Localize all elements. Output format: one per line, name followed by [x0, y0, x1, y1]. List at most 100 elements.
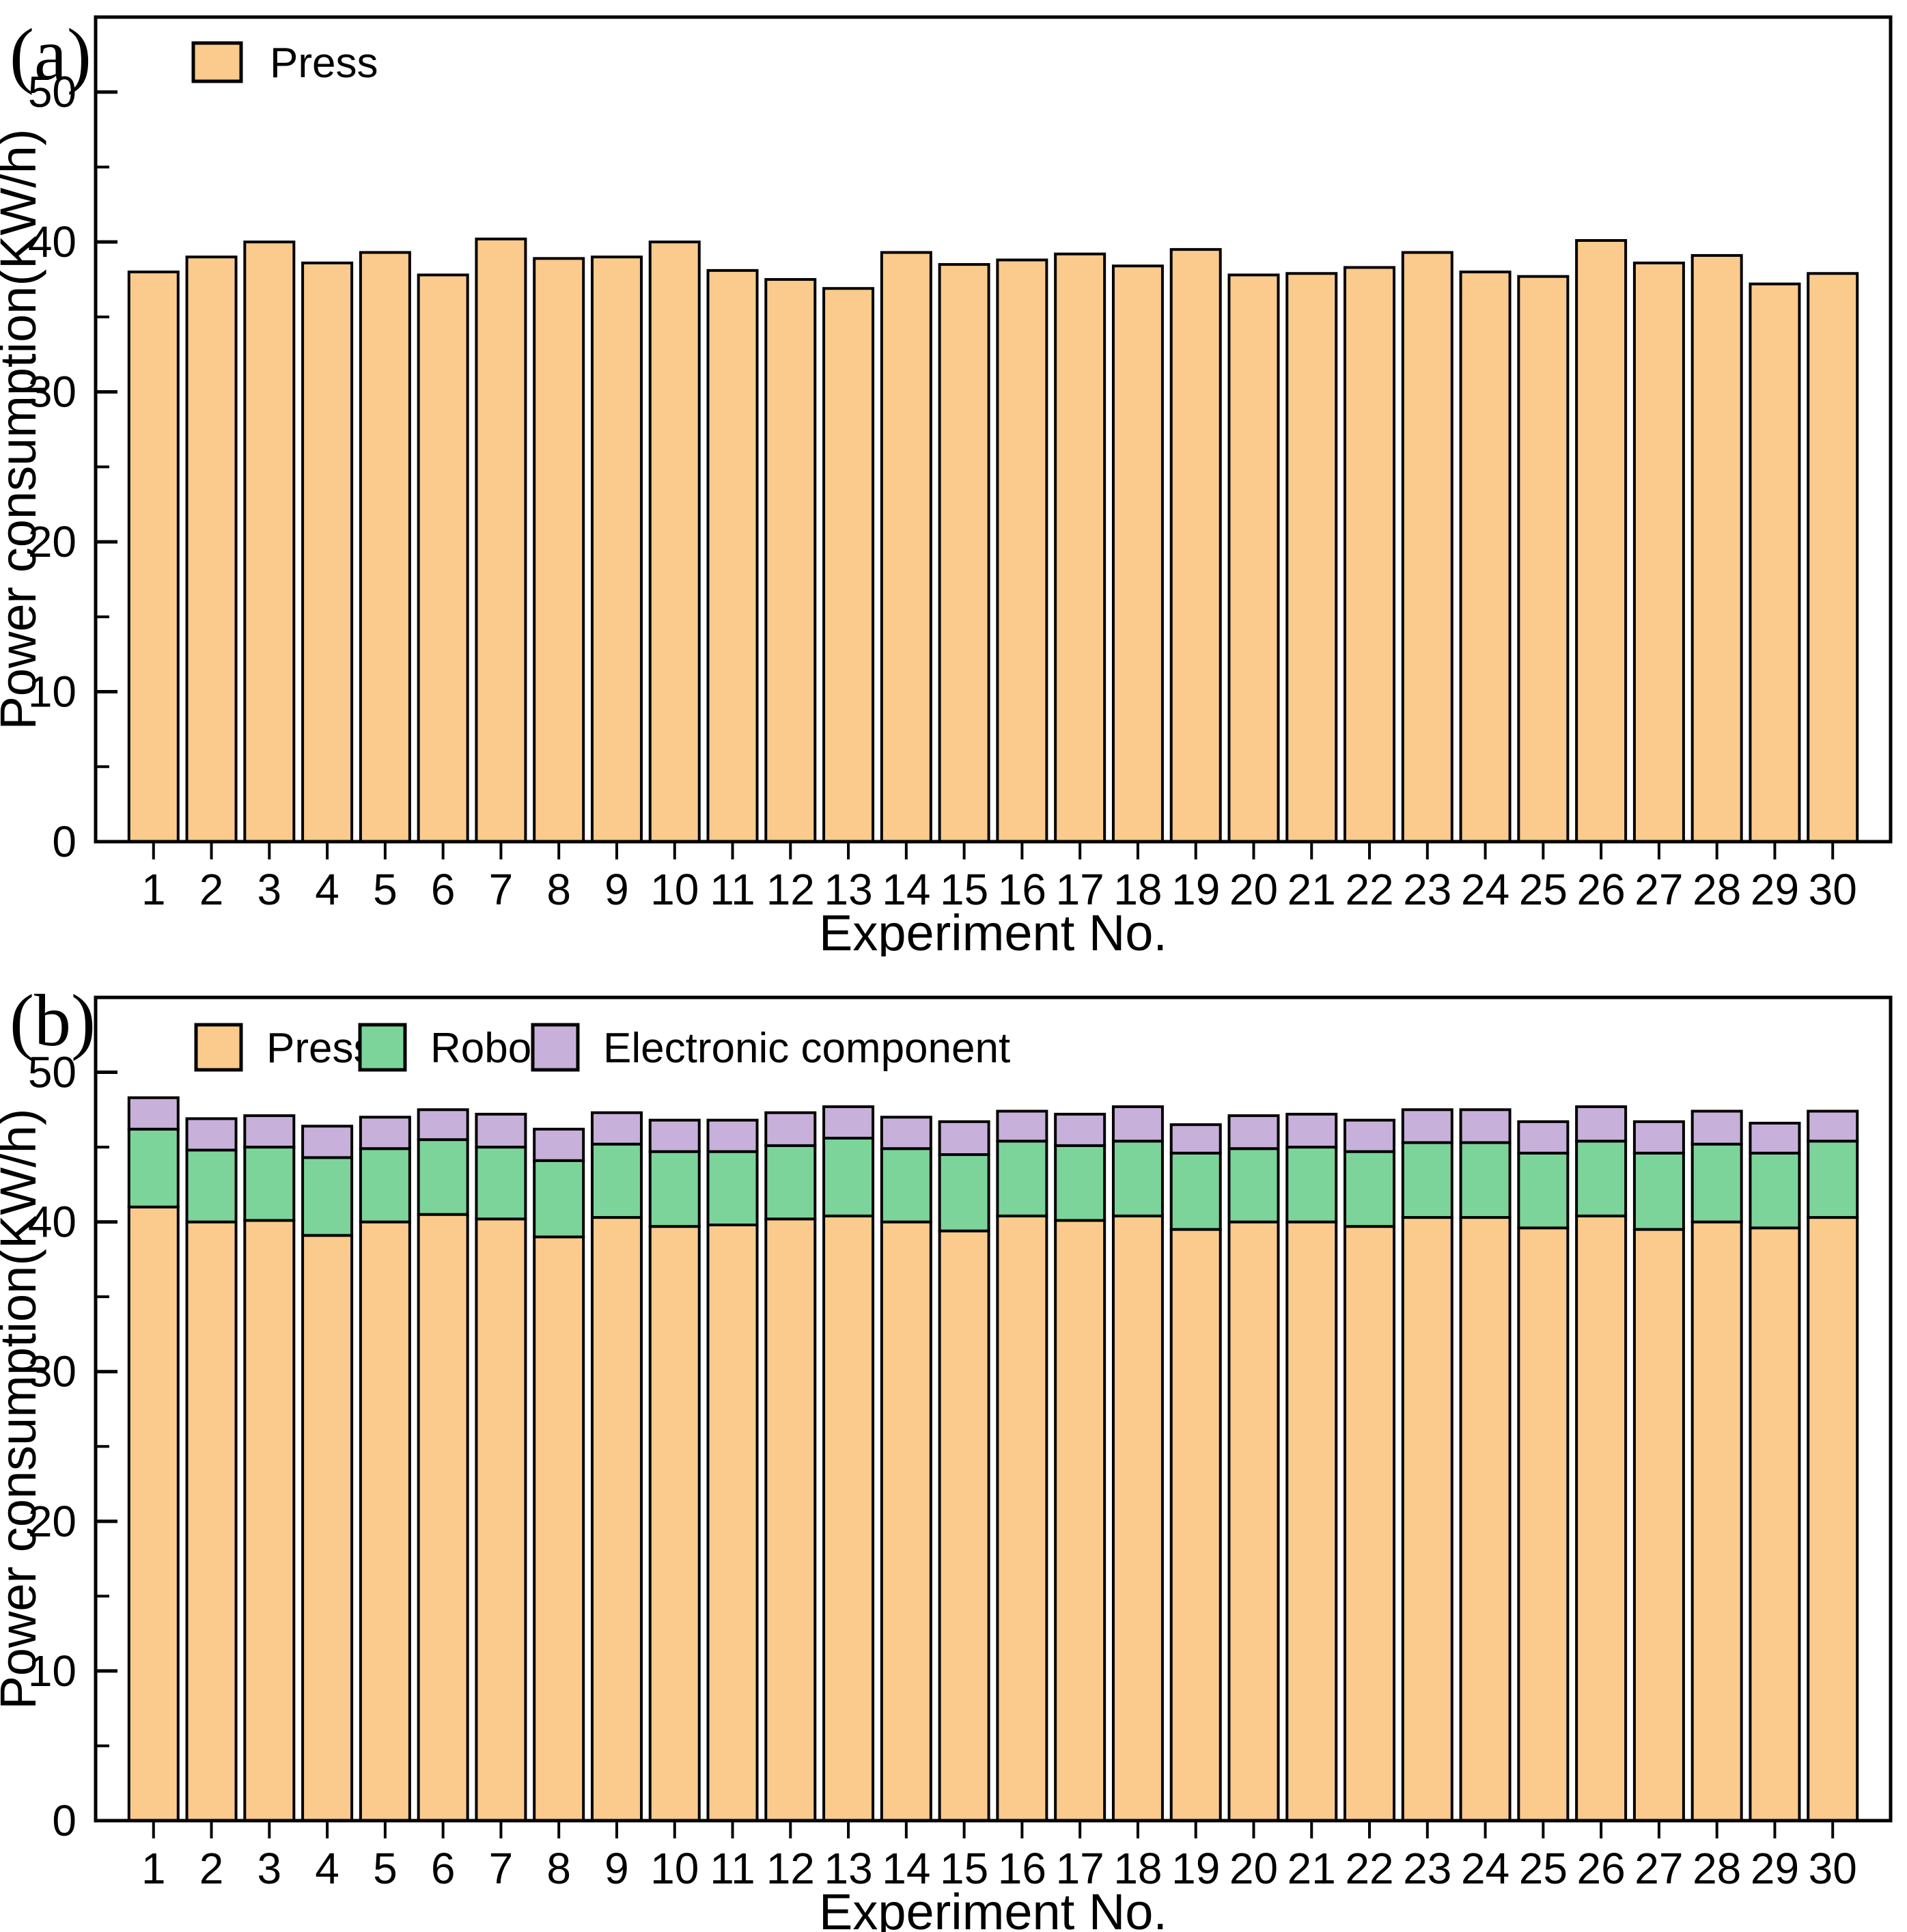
bar-b-robot-20 — [1227, 1147, 1280, 1224]
bar-a-press-28 — [1690, 253, 1743, 843]
bar-b-electronic-3 — [243, 1114, 296, 1149]
bar-b-electronic-27 — [1632, 1120, 1685, 1155]
x-tick-label: 21 — [1287, 1844, 1336, 1893]
bar-b-press-3 — [243, 1219, 296, 1823]
bar-b-press-11 — [706, 1224, 759, 1822]
x-tick-label: 22 — [1345, 865, 1393, 914]
legend-label-press: Press — [270, 40, 378, 87]
y-tick-label: 50 — [28, 1048, 76, 1097]
bar-b-robot-1 — [127, 1127, 180, 1209]
bar-b-electronic-1 — [127, 1096, 180, 1131]
x-tick-label: 13 — [824, 865, 872, 914]
panel-a: (a) 0 10 20 30 40 50 1 2 3 4 5 6 7 8 9 10 11 12 13 14 15 16 17 1… — [0, 0, 1907, 956]
x-tick-label: 30 — [1809, 865, 1857, 914]
x-tick-label: 4 — [315, 1844, 339, 1893]
x-tick-label: 9 — [604, 1844, 629, 1893]
bar-b-electronic-2 — [185, 1117, 238, 1152]
bar-b-press-22 — [1344, 1225, 1396, 1822]
bar-a-press-11 — [706, 268, 759, 843]
x-tick-label: 14 — [882, 865, 930, 914]
bar-a-press-15 — [938, 263, 990, 844]
bar-b-press-7 — [475, 1217, 527, 1823]
bar-b-electronic-7 — [475, 1112, 527, 1149]
plot-frame-b — [94, 995, 1893, 1823]
bar-b-electronic-28 — [1690, 1109, 1743, 1146]
y-tick-label: 30 — [28, 368, 76, 417]
x-tick-label: 6 — [431, 1844, 456, 1893]
panel-label-b: (b) — [10, 980, 96, 1062]
bar-b-press-8 — [533, 1235, 585, 1822]
bar-b-robot-27 — [1632, 1151, 1685, 1231]
bar-b-robot-18 — [1111, 1140, 1164, 1217]
bar-a-press-9 — [590, 256, 643, 843]
bar-b-press-14 — [880, 1220, 932, 1822]
x-tick-label: 16 — [998, 865, 1046, 914]
legend-swatch-press — [191, 41, 243, 83]
bar-b-electronic-8 — [533, 1127, 585, 1162]
bar-b-electronic-15 — [938, 1120, 990, 1157]
legend-label-electronic: Electronic component — [603, 1025, 1010, 1072]
x-tick-label: 15 — [940, 1844, 988, 1893]
bar-b-press-6 — [417, 1213, 469, 1822]
bar-b-press-9 — [590, 1216, 643, 1822]
bar-a-press-13 — [822, 287, 875, 844]
bar-b-press-29 — [1749, 1226, 1801, 1822]
legend-swatch-press — [194, 1023, 243, 1072]
x-tick-label: 10 — [650, 865, 699, 914]
bar-a-press-21 — [1285, 272, 1338, 843]
bar-a-press-23 — [1401, 251, 1453, 843]
x-axis-title-a: Experiment No. — [819, 905, 1167, 956]
bar-b-robot-17 — [1054, 1144, 1106, 1222]
x-tick-label: 2 — [199, 865, 224, 914]
x-tick-label: 8 — [546, 1844, 571, 1893]
x-tick-label: 5 — [373, 865, 398, 914]
y-tick-label: 30 — [28, 1347, 76, 1396]
bar-b-robot-4 — [301, 1156, 354, 1237]
bar-b-press-5 — [359, 1220, 411, 1822]
bar-b-robot-23 — [1401, 1141, 1453, 1219]
bar-b-robot-16 — [996, 1140, 1048, 1217]
x-tick-label: 8 — [546, 865, 571, 914]
bar-b-press-13 — [822, 1214, 875, 1822]
x-tick-label: 1 — [141, 865, 166, 914]
bar-b-electronic-24 — [1459, 1108, 1512, 1144]
y-tick-label: 10 — [28, 1646, 76, 1696]
bar-b-electronic-30 — [1807, 1109, 1859, 1143]
bar-b-robot-8 — [533, 1159, 585, 1239]
bar-b-robot-3 — [243, 1146, 296, 1222]
bar-b-robot-7 — [475, 1146, 527, 1221]
bar-b-press-18 — [1111, 1214, 1164, 1822]
bar-b-press-4 — [301, 1234, 354, 1822]
x-tick-label: 4 — [315, 865, 339, 914]
x-tick-label: 7 — [489, 865, 514, 914]
y-tick-label: 20 — [28, 1497, 76, 1546]
bar-b-electronic-14 — [880, 1116, 932, 1150]
bar-a-press-30 — [1807, 272, 1859, 843]
x-tick-label: 22 — [1345, 1844, 1393, 1893]
bar-b-robot-21 — [1285, 1146, 1338, 1224]
bar-b-press-26 — [1575, 1214, 1628, 1822]
bar-b-robot-22 — [1344, 1150, 1396, 1228]
x-tick-label: 6 — [431, 865, 456, 914]
bar-b-electronic-6 — [417, 1108, 469, 1142]
bar-a-press-24 — [1459, 271, 1512, 843]
legend-swatch-robot — [358, 1023, 407, 1072]
bar-b-electronic-29 — [1749, 1122, 1801, 1155]
x-tick-label: 18 — [1113, 1844, 1162, 1893]
bar-b-robot-15 — [938, 1153, 990, 1232]
bar-a-press-4 — [301, 261, 354, 843]
x-tick-label: 11 — [710, 865, 755, 914]
bar-b-press-16 — [996, 1214, 1048, 1822]
x-tick-label: 20 — [1229, 1844, 1278, 1893]
bar-a-press-3 — [243, 240, 296, 843]
panel-label-a: (a) — [10, 14, 92, 96]
bar-a-press-17 — [1054, 252, 1106, 844]
bar-a-press-22 — [1344, 266, 1396, 844]
bar-b-electronic-13 — [822, 1105, 875, 1140]
x-tick-label: 28 — [1693, 1844, 1741, 1893]
y-tick-label: 50 — [28, 68, 76, 117]
bar-a-press-16 — [996, 258, 1048, 843]
bar-b-press-28 — [1690, 1220, 1743, 1822]
bar-b-press-20 — [1227, 1220, 1280, 1822]
